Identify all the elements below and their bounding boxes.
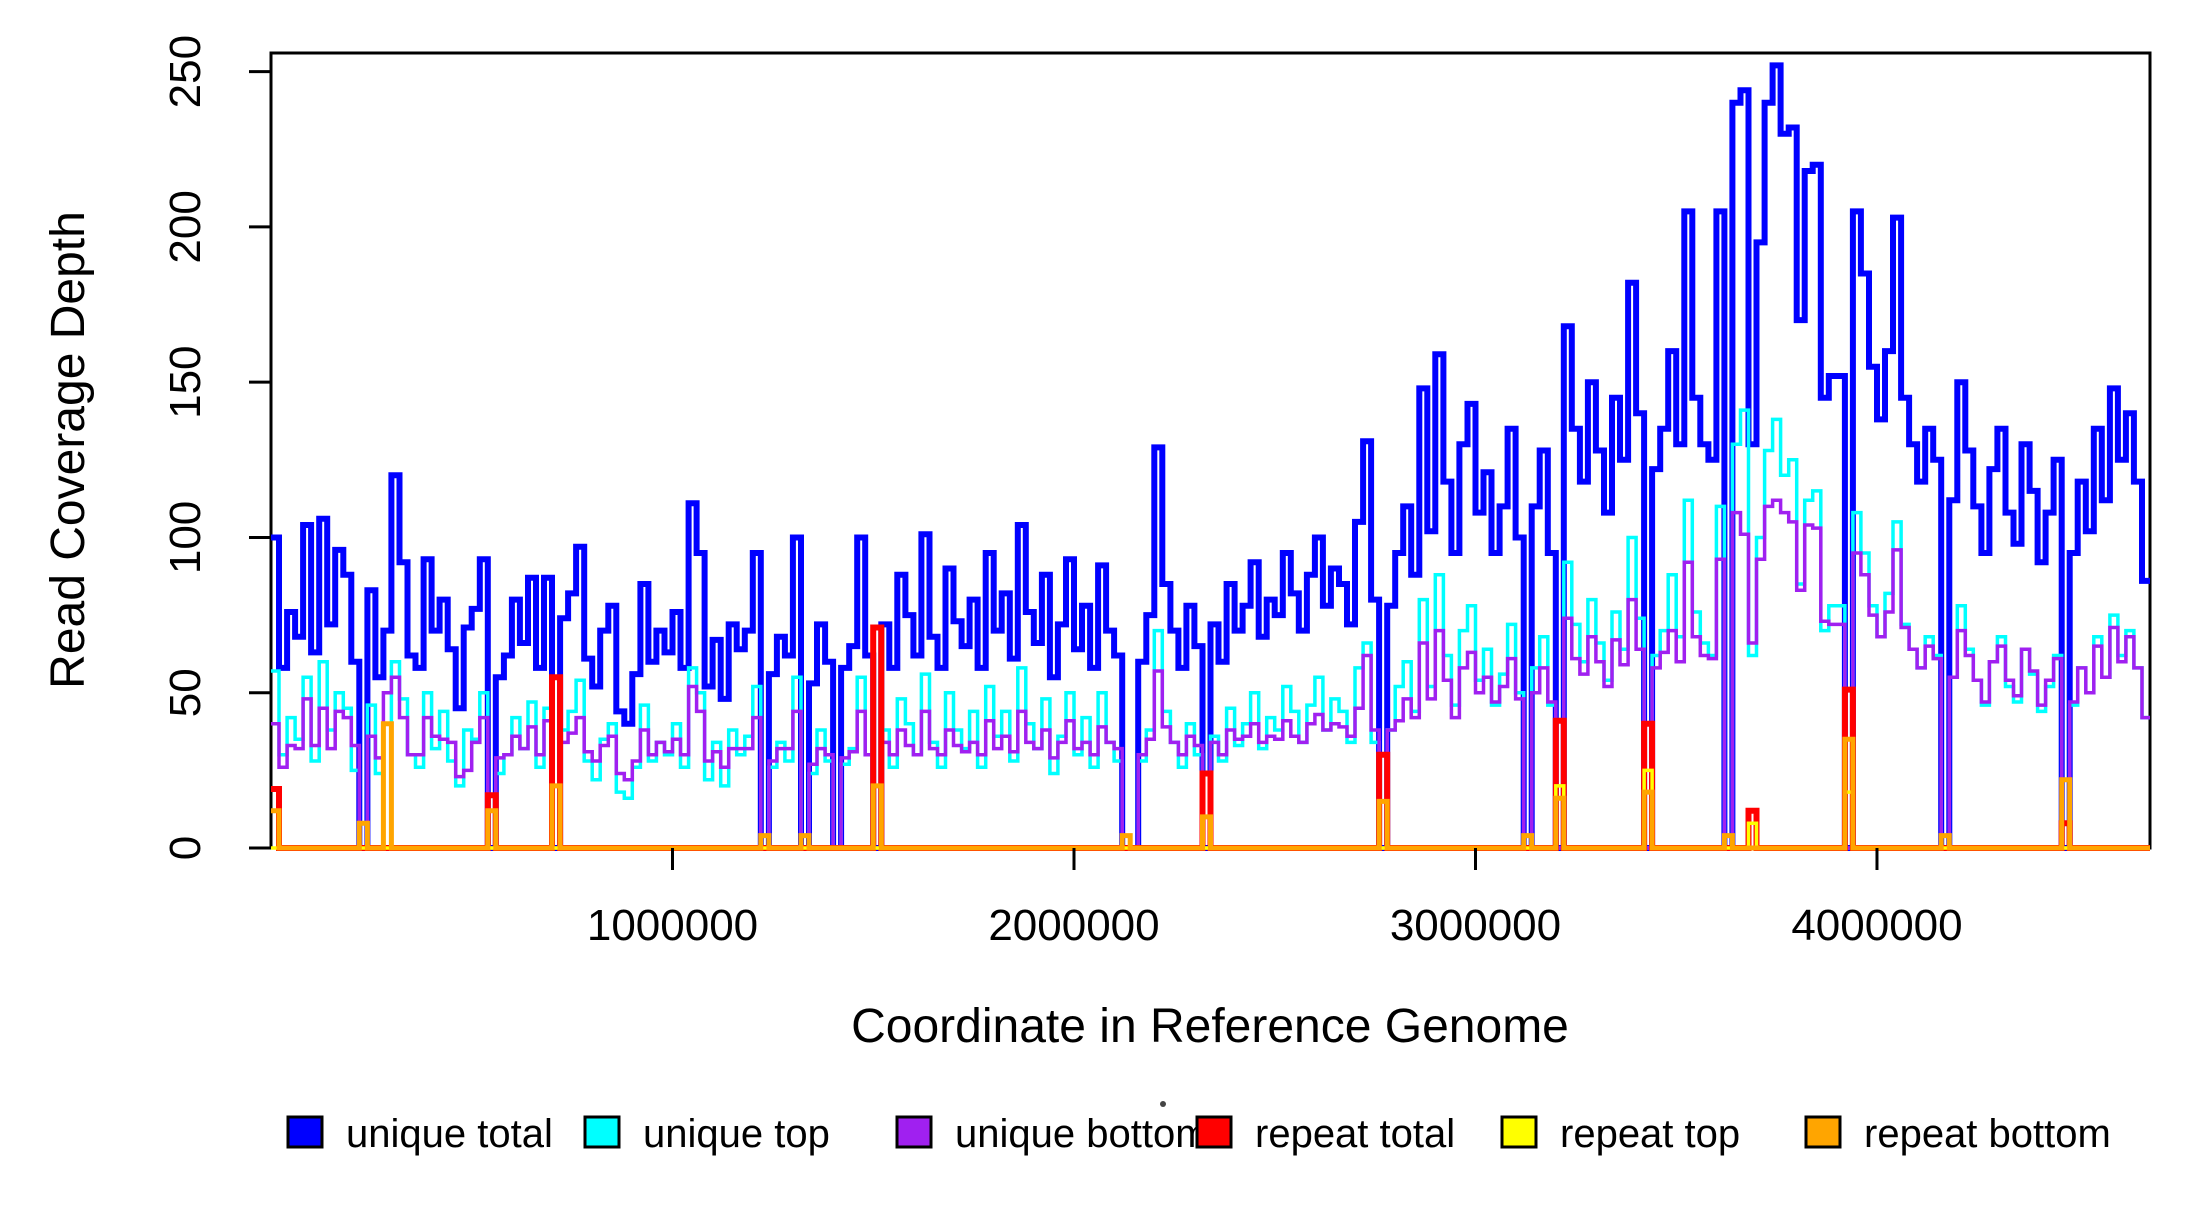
legend-label-unique-top: unique top bbox=[643, 1112, 830, 1156]
legend-item-repeat-total: repeat total bbox=[1195, 1112, 1455, 1156]
x-axis-title: Coordinate in Reference Genome bbox=[851, 1000, 1569, 1053]
legend: unique total unique top unique bottom repea… bbox=[286, 1112, 2111, 1156]
legend-swatch-unique-bottom bbox=[895, 1115, 933, 1149]
y-tick-label: 150 bbox=[161, 345, 210, 418]
y-tick-label: 200 bbox=[161, 190, 210, 263]
legend-label-repeat-total: repeat total bbox=[1255, 1112, 1455, 1156]
legend-label-repeat-top: repeat top bbox=[1560, 1112, 1740, 1156]
y-tick-label: 250 bbox=[161, 35, 210, 108]
x-tick-label: 4000000 bbox=[1791, 901, 1962, 950]
x-tick-label: 2000000 bbox=[988, 901, 1159, 950]
y-axis-title: Read Coverage Depth bbox=[42, 211, 95, 689]
y-tick-label: 100 bbox=[161, 501, 210, 574]
x-tick-label: 1000000 bbox=[587, 901, 758, 950]
legend-swatch-repeat-top bbox=[1500, 1115, 1538, 1149]
series-repeat-bottom bbox=[271, 721, 2150, 851]
legend-item-repeat-top: repeat top bbox=[1500, 1112, 1740, 1156]
stray-dot bbox=[1160, 1101, 1166, 1107]
series-unique-bottom bbox=[271, 498, 2150, 850]
legend-label-repeat-bottom: repeat bottom bbox=[1864, 1112, 2111, 1156]
legend-item-repeat-bottom: repeat bottom bbox=[1804, 1112, 2111, 1156]
legend-item-unique-top: unique top bbox=[583, 1112, 830, 1156]
y-tick-label: 50 bbox=[161, 668, 210, 717]
y-tick-label: 0 bbox=[161, 836, 210, 860]
legend-swatch-repeat-bottom bbox=[1804, 1115, 1842, 1149]
legend-swatch-unique-total bbox=[286, 1115, 324, 1149]
legend-item-unique-total: unique total bbox=[286, 1112, 553, 1156]
legend-item-unique-bottom: unique bottom bbox=[895, 1112, 1209, 1156]
legend-label-unique-bottom: unique bottom bbox=[955, 1112, 1209, 1156]
legend-swatch-unique-top bbox=[583, 1115, 621, 1149]
x-tick-label: 3000000 bbox=[1390, 901, 1561, 950]
legend-swatch-repeat-total bbox=[1195, 1115, 1233, 1149]
axis-tick-layer: 0 50 100 150 200 250 1000000 2000000 3000000 4000… bbox=[161, 35, 1963, 950]
plot-layer bbox=[269, 51, 2152, 851]
legend-label-unique-total: unique total bbox=[346, 1112, 553, 1156]
